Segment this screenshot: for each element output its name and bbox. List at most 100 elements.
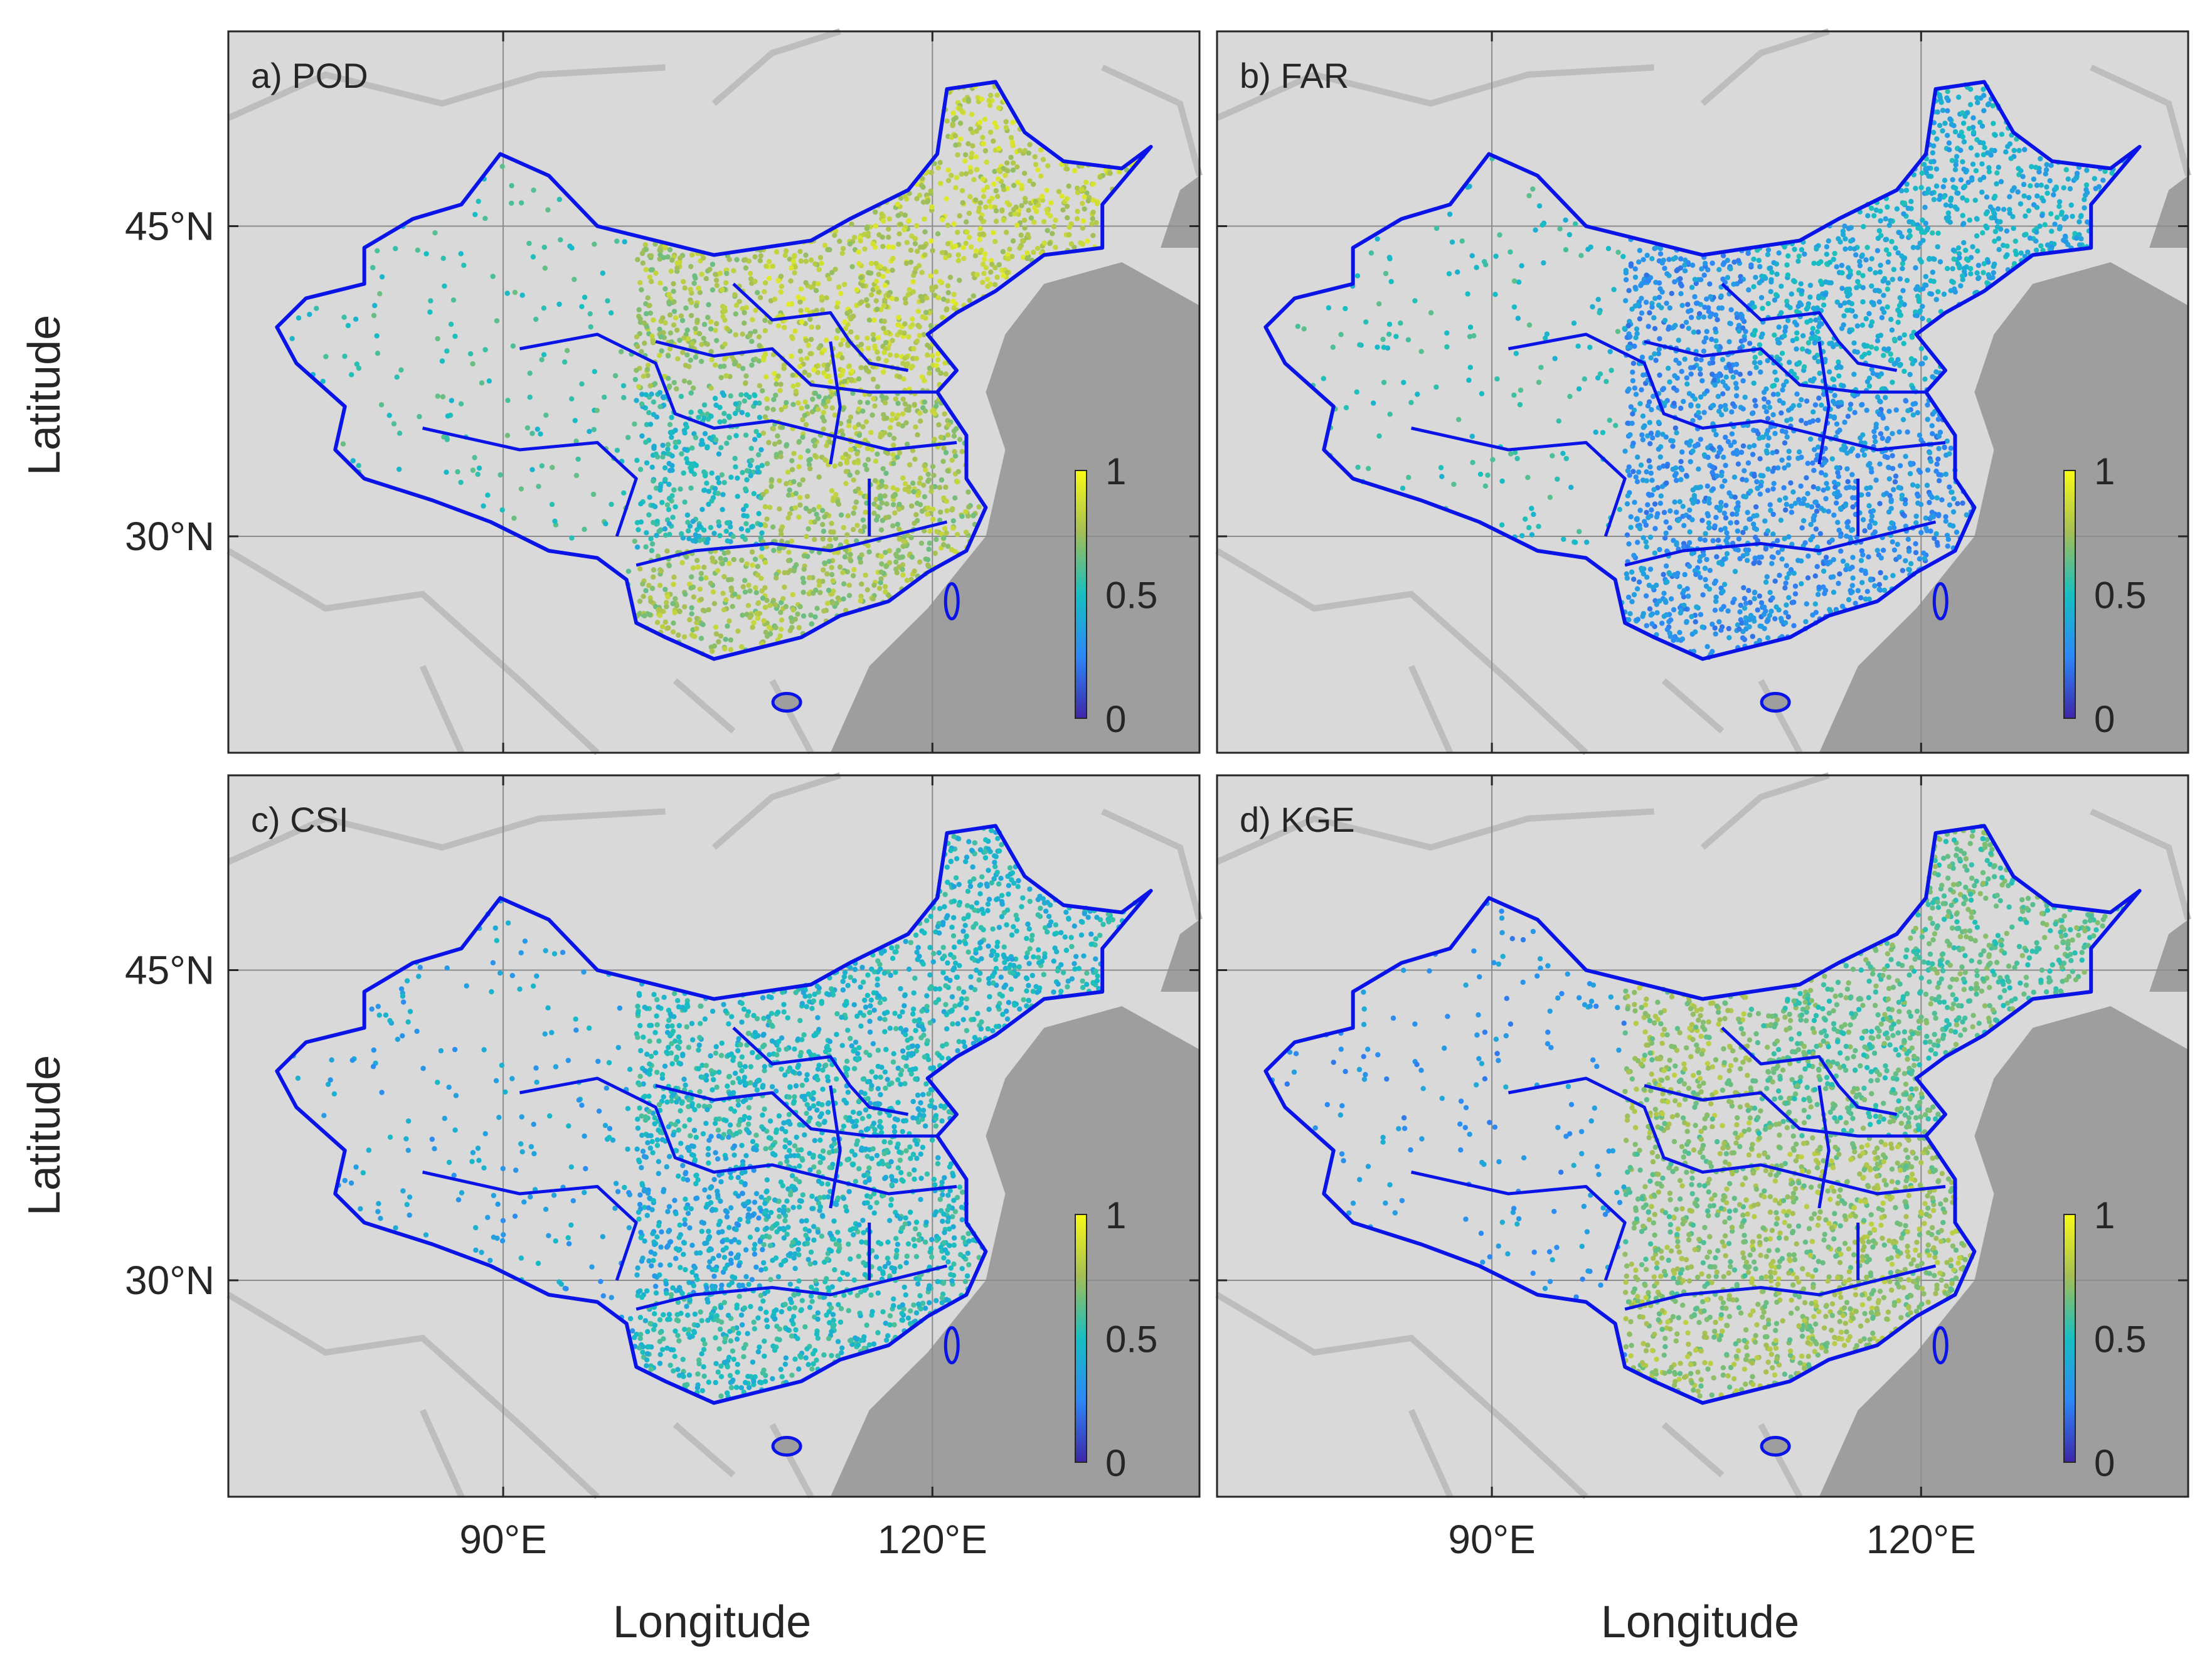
station-point bbox=[1494, 376, 1500, 382]
station-point bbox=[649, 464, 655, 470]
station-point bbox=[789, 467, 795, 472]
station-point bbox=[928, 484, 935, 491]
station-point bbox=[708, 349, 714, 354]
station-point bbox=[1970, 161, 1976, 167]
station-point bbox=[1703, 576, 1708, 583]
station-point bbox=[944, 118, 950, 124]
station-point bbox=[1748, 488, 1753, 494]
station-point bbox=[1757, 263, 1763, 270]
station-point bbox=[890, 502, 896, 507]
station-point bbox=[651, 412, 657, 417]
station-point bbox=[678, 313, 684, 319]
station-point bbox=[918, 294, 923, 299]
station-point bbox=[739, 644, 745, 650]
station-point bbox=[1851, 371, 1857, 377]
station-point bbox=[1919, 170, 1925, 176]
station-point bbox=[1636, 579, 1642, 585]
station-point bbox=[1955, 261, 1961, 267]
station-point bbox=[1896, 485, 1901, 491]
station-point bbox=[1634, 586, 1640, 592]
station-point bbox=[1709, 403, 1715, 409]
station-point bbox=[723, 637, 728, 642]
station-point bbox=[1084, 238, 1090, 244]
station-point bbox=[996, 146, 1002, 151]
station-point bbox=[1712, 607, 1718, 613]
station-point bbox=[1725, 438, 1731, 445]
station-point bbox=[1922, 376, 1928, 382]
station-point bbox=[941, 445, 947, 451]
station-point bbox=[714, 337, 720, 344]
station-point bbox=[1698, 371, 1703, 377]
station-point bbox=[824, 443, 829, 449]
station-point bbox=[1682, 268, 1688, 274]
station-point bbox=[789, 458, 795, 464]
station-point bbox=[1779, 619, 1785, 624]
station-point bbox=[718, 633, 724, 639]
station-point bbox=[2016, 166, 2021, 171]
station-point bbox=[742, 589, 748, 595]
station-point bbox=[1726, 363, 1732, 368]
station-point bbox=[870, 596, 876, 602]
station-point bbox=[1759, 435, 1765, 440]
station-point bbox=[686, 536, 692, 541]
station-point bbox=[773, 625, 779, 630]
station-point bbox=[1901, 200, 1908, 206]
station-point bbox=[1836, 373, 1842, 379]
station-point bbox=[797, 502, 803, 508]
station-point bbox=[1666, 365, 1671, 371]
station-point bbox=[703, 575, 709, 581]
station-point bbox=[2026, 208, 2032, 214]
station-point bbox=[1738, 449, 1745, 455]
station-point bbox=[995, 176, 1001, 182]
station-point bbox=[1878, 332, 1884, 338]
station-point bbox=[800, 434, 806, 440]
station-point bbox=[472, 455, 477, 460]
station-point bbox=[797, 348, 803, 354]
station-point bbox=[849, 378, 854, 383]
station-point bbox=[648, 253, 654, 258]
station-point bbox=[903, 420, 909, 426]
station-point bbox=[812, 537, 817, 543]
station-point bbox=[1705, 513, 1711, 519]
station-point bbox=[1709, 445, 1715, 452]
station-point bbox=[1847, 291, 1853, 297]
station-point bbox=[945, 178, 952, 183]
station-point bbox=[740, 331, 745, 337]
station-point bbox=[846, 364, 852, 369]
station-point bbox=[1678, 477, 1684, 482]
station-point bbox=[1813, 526, 1819, 532]
station-point bbox=[1832, 250, 1837, 257]
station-point bbox=[510, 343, 516, 349]
station-point bbox=[1733, 381, 1739, 386]
station-point bbox=[1355, 464, 1361, 470]
station-point bbox=[1674, 509, 1679, 515]
station-point bbox=[817, 255, 824, 260]
station-point bbox=[755, 469, 760, 475]
station-point bbox=[854, 451, 860, 457]
station-point bbox=[1933, 369, 1939, 374]
station-point bbox=[822, 514, 827, 520]
station-point bbox=[1975, 262, 1982, 268]
station-point bbox=[826, 587, 832, 593]
station-point bbox=[440, 255, 446, 261]
station-point bbox=[925, 562, 931, 568]
station-point bbox=[681, 378, 688, 384]
station-point bbox=[1019, 203, 1024, 208]
station-point bbox=[787, 487, 792, 493]
station-point bbox=[1672, 373, 1678, 379]
station-point bbox=[814, 605, 820, 611]
region-boundary bbox=[635, 520, 948, 567]
station-point bbox=[980, 135, 986, 141]
station-point bbox=[1845, 265, 1851, 270]
station-point bbox=[1844, 563, 1850, 568]
station-point bbox=[879, 479, 885, 484]
station-point bbox=[1762, 625, 1767, 632]
station-point bbox=[689, 611, 694, 617]
station-point bbox=[1692, 443, 1698, 449]
station-point bbox=[1886, 222, 1892, 228]
station-point bbox=[676, 632, 681, 638]
station-point bbox=[694, 527, 700, 533]
station-point bbox=[1632, 266, 1638, 272]
station-point bbox=[893, 396, 899, 402]
station-point bbox=[1878, 218, 1883, 224]
